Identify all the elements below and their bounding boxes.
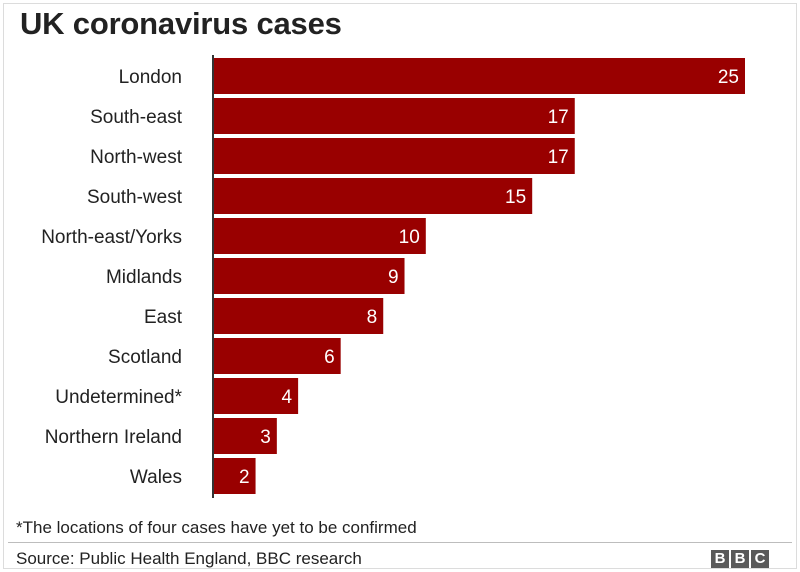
bar [213,418,277,454]
bar [213,458,256,494]
bar-value-label: 4 [282,387,293,408]
chart-title: UK coronavirus cases [20,6,342,41]
bar-value-label: 25 [718,67,739,88]
category-label: East [144,307,183,328]
category-label: Scotland [108,347,182,368]
bar-value-label: 10 [399,227,420,248]
source-divider [8,542,792,543]
category-label: Midlands [106,267,182,288]
bar [213,138,575,174]
category-label: North-east/Yorks [41,227,182,248]
bbc-logo-letter: B [731,550,749,568]
bar-value-label: 17 [548,147,569,168]
footnote: *The locations of four cases have yet to… [16,518,417,537]
bar [213,98,575,134]
bar-value-label: 17 [548,107,569,128]
bar-value-label: 15 [505,187,526,208]
category-label: South-west [87,187,183,208]
bbc-logo: B B C [711,550,769,568]
bar-value-label: 2 [239,467,250,488]
bar-value-label: 8 [367,307,378,328]
bar-value-label: 9 [388,267,399,288]
bar [213,178,533,214]
bar [213,58,745,94]
chart-frame [3,3,797,569]
category-label: Wales [130,467,182,488]
bar-value-label: 3 [260,427,271,448]
bar [213,338,341,374]
category-label: Northern Ireland [45,427,182,448]
bar [213,218,426,254]
bbc-logo-letter: B [711,550,729,568]
category-label: South-east [90,107,183,128]
bar [213,378,299,414]
bar-value-label: 6 [324,347,335,368]
bar [213,258,405,294]
bar [213,298,384,334]
bbc-logo-letter: C [751,550,769,568]
category-label: Undetermined* [55,387,182,408]
category-label: North-west [90,147,183,168]
category-label: London [119,67,182,88]
source-text: Source: Public Health England, BBC resea… [16,549,362,568]
